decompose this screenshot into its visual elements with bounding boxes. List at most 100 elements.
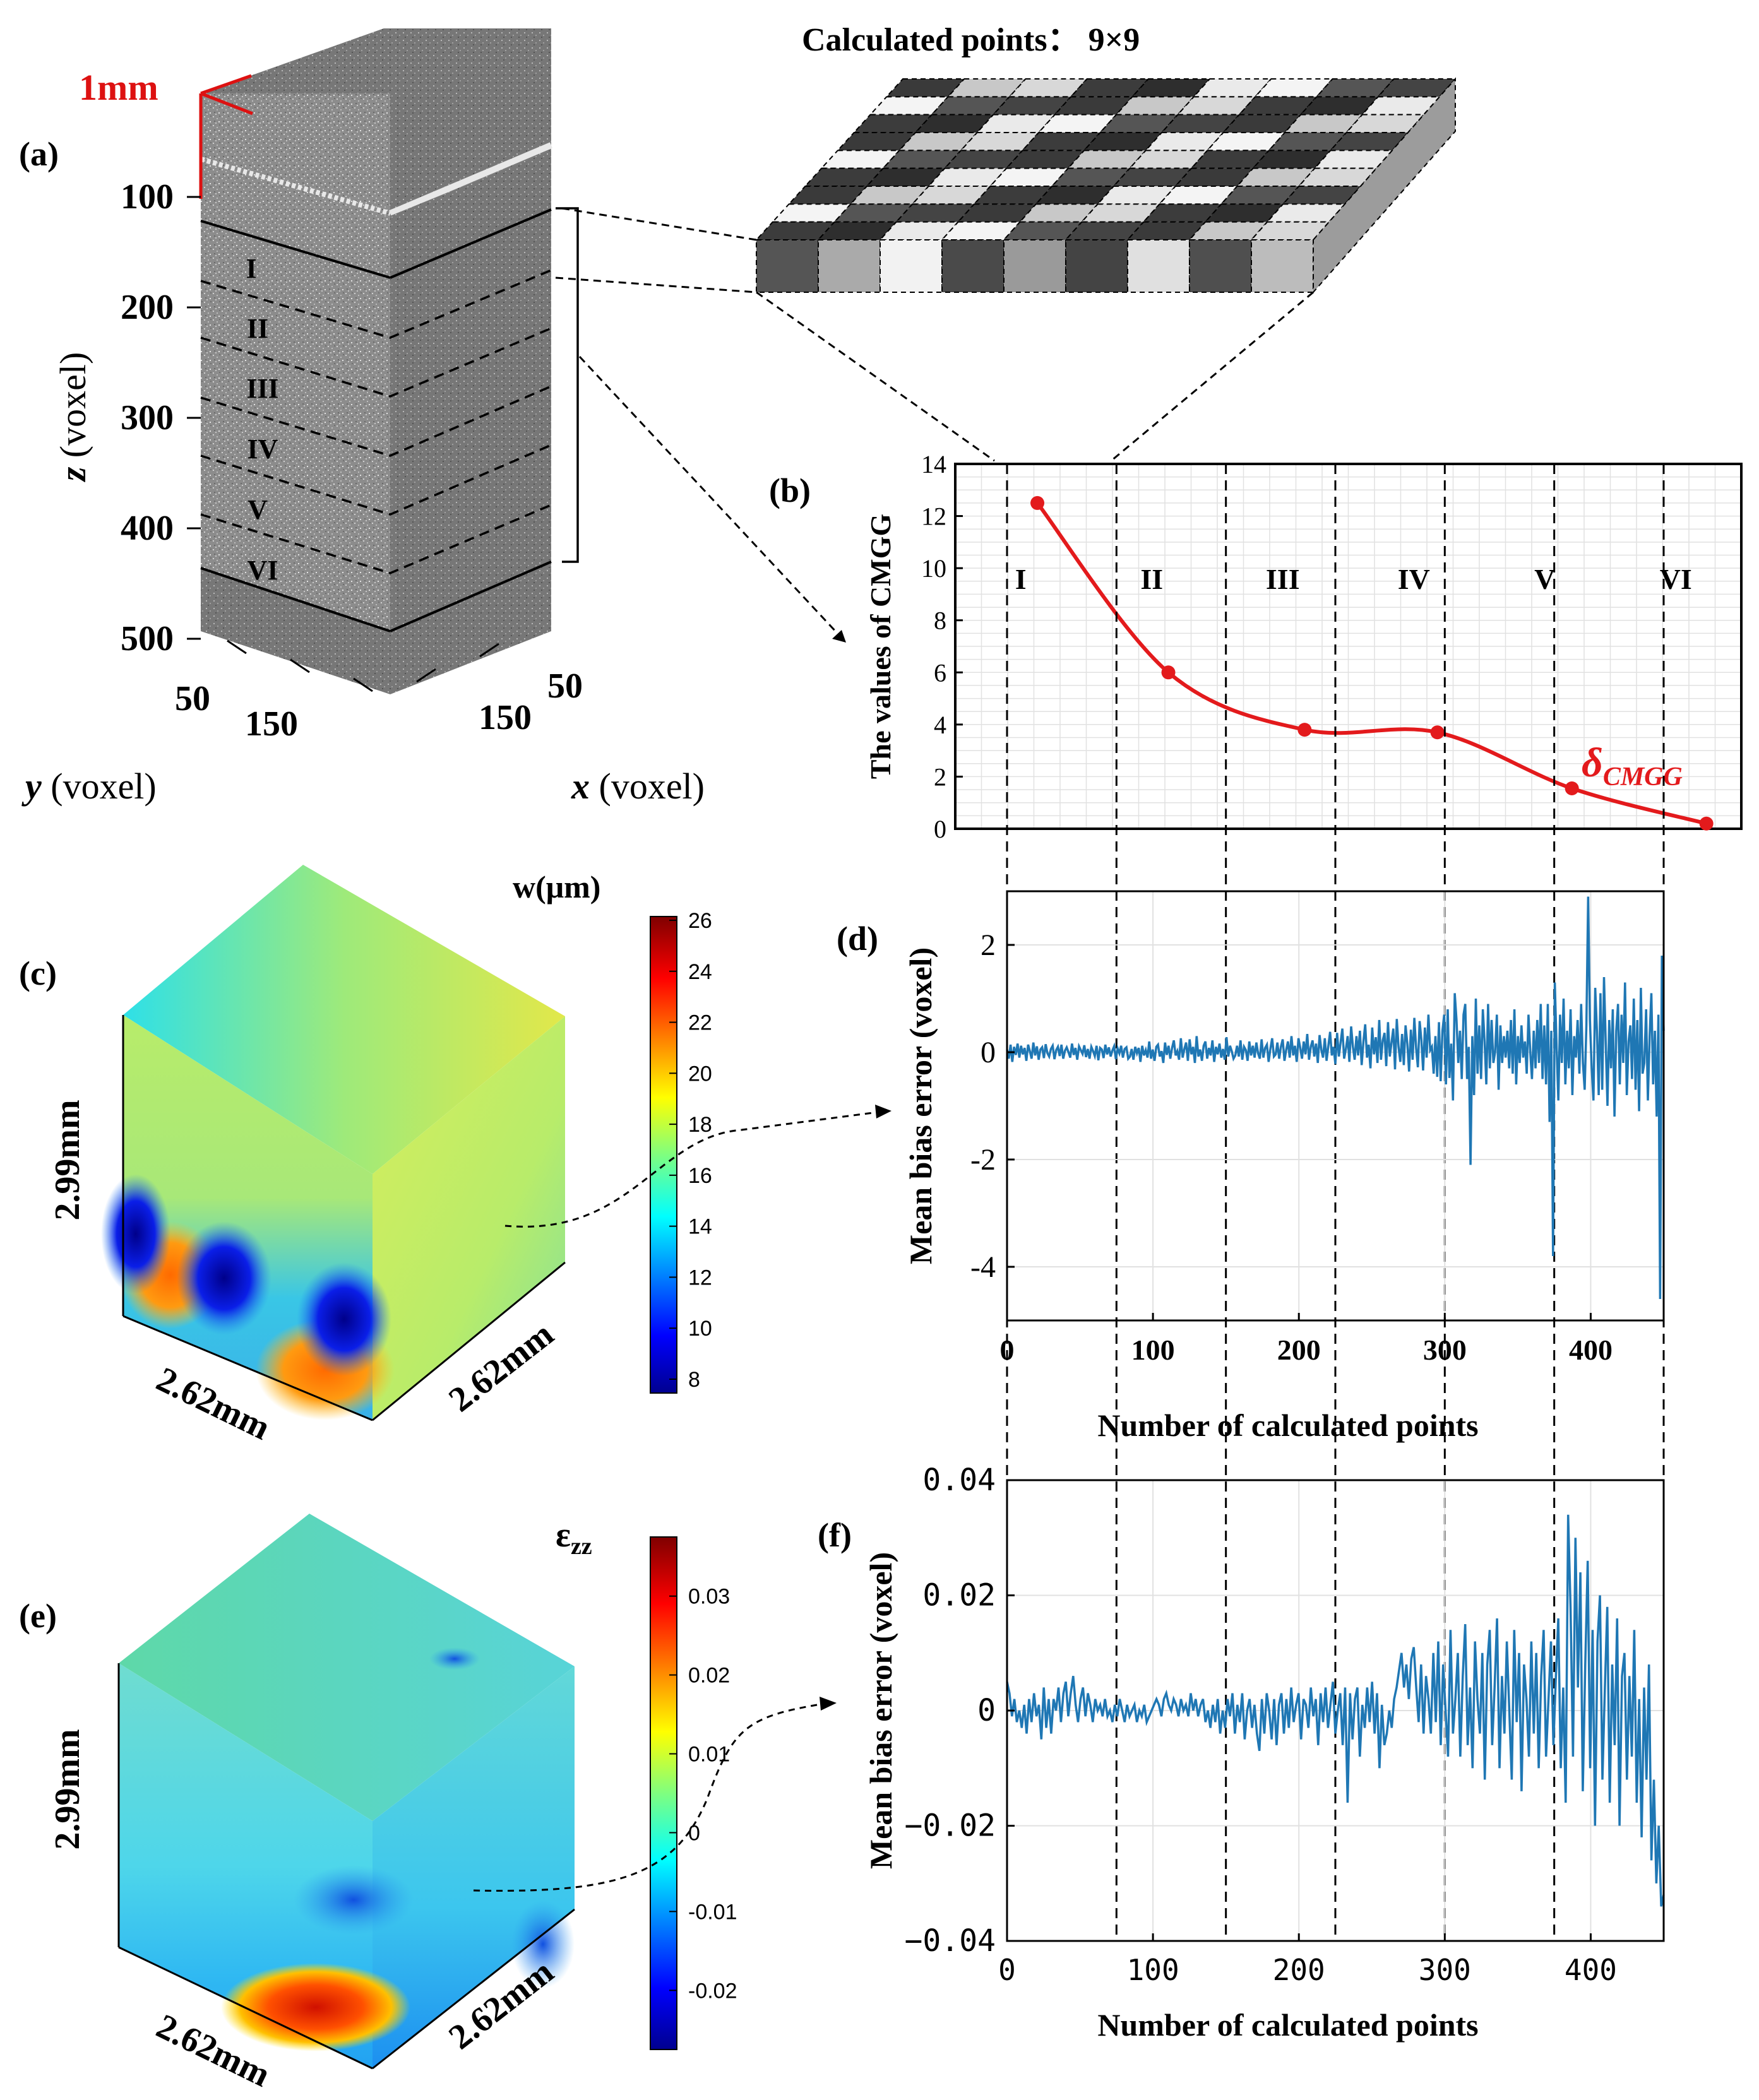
grid-front-cell	[756, 239, 819, 293]
grid-cell	[1329, 132, 1410, 151]
grid-front-cell	[941, 239, 1005, 293]
b-y-tick-label: 2	[934, 762, 946, 791]
layer-bracket	[556, 207, 579, 563]
b-grid	[955, 463, 1742, 829]
scale-bar-arm-up	[200, 74, 252, 95]
grid-cell	[1158, 186, 1239, 205]
panel-d: (d) 0 100 200 300 400 2 0 -2 -4 Mean bias error …	[837, 890, 1665, 1443]
grid-cell	[1037, 114, 1118, 133]
grid-cell	[1299, 96, 1380, 116]
d-y-tick-label: 0	[981, 1036, 996, 1069]
panel-f: (f) 0 100 200 300 400 0.04 0.02 0 −0.02 −0.04 Mea…	[818, 1462, 1665, 2043]
c-colorbar-tick-label: 12	[688, 1266, 712, 1290]
c-colorbar-tick-label: 10	[688, 1317, 712, 1341]
grid-cell	[943, 150, 1024, 169]
scale-bar-arm-down	[200, 92, 253, 116]
grid-front-cell	[1189, 239, 1252, 293]
grid-cell	[1064, 221, 1145, 240]
b-data-point	[1161, 665, 1176, 680]
layer-label-5: V	[247, 494, 268, 525]
c-colorbar-tick-label: 14	[688, 1215, 712, 1239]
layer-bottom-boundary-side	[390, 561, 552, 632]
grid-cell	[940, 221, 1022, 240]
d-x-tick-label: 200	[1277, 1334, 1321, 1366]
b-y-tick-label: 12	[921, 502, 946, 531]
c-colorbar-tick-label: 18	[688, 1113, 712, 1137]
grid-cell	[869, 96, 950, 116]
layer-label-3: III	[246, 373, 278, 404]
b-plot-frame	[954, 463, 1743, 830]
grid-cell	[816, 221, 898, 240]
y-tick: 150	[245, 704, 298, 744]
grid-cell	[1206, 132, 1287, 151]
grid-cell	[914, 114, 995, 133]
panel-f-tag: (f)	[818, 1516, 852, 1554]
grid-block-title: Calculated points： 9×9	[802, 22, 1140, 58]
c-colorbar-tick-label: 16	[688, 1164, 712, 1188]
b-region-label: II	[1140, 563, 1163, 595]
x-tick: 150	[479, 698, 532, 737]
e-colorbar-ticks: 0.03 0.02 0.01 0 -0.01 -0.02	[669, 1585, 737, 2003]
layer-label-2: II	[247, 313, 268, 344]
grid-cell	[852, 114, 934, 133]
e-colorbar-tick-label: -0.01	[688, 1900, 737, 1924]
c-edge	[372, 1261, 566, 1421]
grid-front-cell	[1251, 239, 1314, 293]
d-y-axis-label: Mean bias error (voxel)	[903, 947, 938, 1264]
d-x-tick-label: 400	[1569, 1334, 1613, 1366]
grid-cell	[1297, 167, 1378, 187]
e-dim-height: 2.99mm	[48, 1729, 87, 1849]
z-tick: 100	[121, 177, 174, 217]
f-y-tick-label: 0	[977, 1693, 996, 1728]
grid-cell	[1114, 96, 1196, 116]
grid-cell	[1192, 78, 1273, 98]
grid-cell	[1018, 203, 1099, 223]
grid-cell	[1051, 167, 1131, 187]
grid-cell	[1096, 186, 1178, 205]
c-arrowhead	[875, 1105, 891, 1118]
grid-cell	[1345, 114, 1426, 133]
d-plot-frame	[1006, 890, 1665, 1322]
grid-cell	[1313, 150, 1394, 169]
b-region-label: IV	[1398, 563, 1430, 595]
volume-side-upper	[390, 28, 551, 216]
grid-cell	[1144, 132, 1225, 151]
b-y-tick-label: 6	[934, 658, 946, 687]
d-y-tick-label: -4	[970, 1250, 996, 1284]
grid-cell	[1267, 132, 1348, 151]
grid-cell	[754, 221, 836, 240]
grid-cell	[898, 132, 979, 151]
grid-front-cell	[818, 239, 881, 293]
c-cold-spot	[297, 1262, 391, 1376]
layer-label-1: I	[246, 253, 256, 284]
b-cmgg-curve	[1035, 502, 1707, 826]
d-x-axis-label: Number of calculated points	[1097, 1408, 1478, 1443]
panel-c: (c) 2.99mm 2.62mm 2.62mm w(μm) 262422201…	[19, 865, 891, 1448]
grid-cell	[1034, 186, 1116, 205]
e-colorbar-tick-label: -0.02	[688, 1979, 737, 2003]
panel-d-tag: (d)	[837, 920, 878, 958]
grid-cell	[989, 167, 1070, 187]
e-edge	[118, 1946, 373, 2070]
grid-cell	[1376, 78, 1457, 98]
d-x-tick-label: 100	[1131, 1334, 1175, 1366]
y-tick-marks	[227, 639, 499, 692]
layer-dividers	[200, 269, 552, 574]
e-colorbar-tick-label: 0.03	[688, 1585, 730, 1609]
b-data-point	[1699, 816, 1714, 831]
grid-cell	[1251, 150, 1332, 169]
b-region-label: V	[1534, 563, 1555, 595]
c-colorbar-tick-label: 24	[688, 960, 712, 984]
grid-front-cell	[1127, 239, 1190, 293]
f-x-tick-label: 400	[1565, 1953, 1617, 1987]
volume-front-upper	[201, 93, 390, 216]
b-region-label: I	[1015, 563, 1027, 595]
leader-grid-bottom	[555, 276, 757, 294]
z-axis-label: z (voxel)	[52, 352, 93, 483]
grid-cell	[849, 186, 931, 205]
grid-cell	[1112, 167, 1193, 187]
grid-cell	[1222, 114, 1303, 133]
grid-cell	[865, 167, 946, 187]
grid-cell	[1203, 203, 1285, 223]
z-ticks: 100 200 300 400 500	[121, 177, 174, 658]
